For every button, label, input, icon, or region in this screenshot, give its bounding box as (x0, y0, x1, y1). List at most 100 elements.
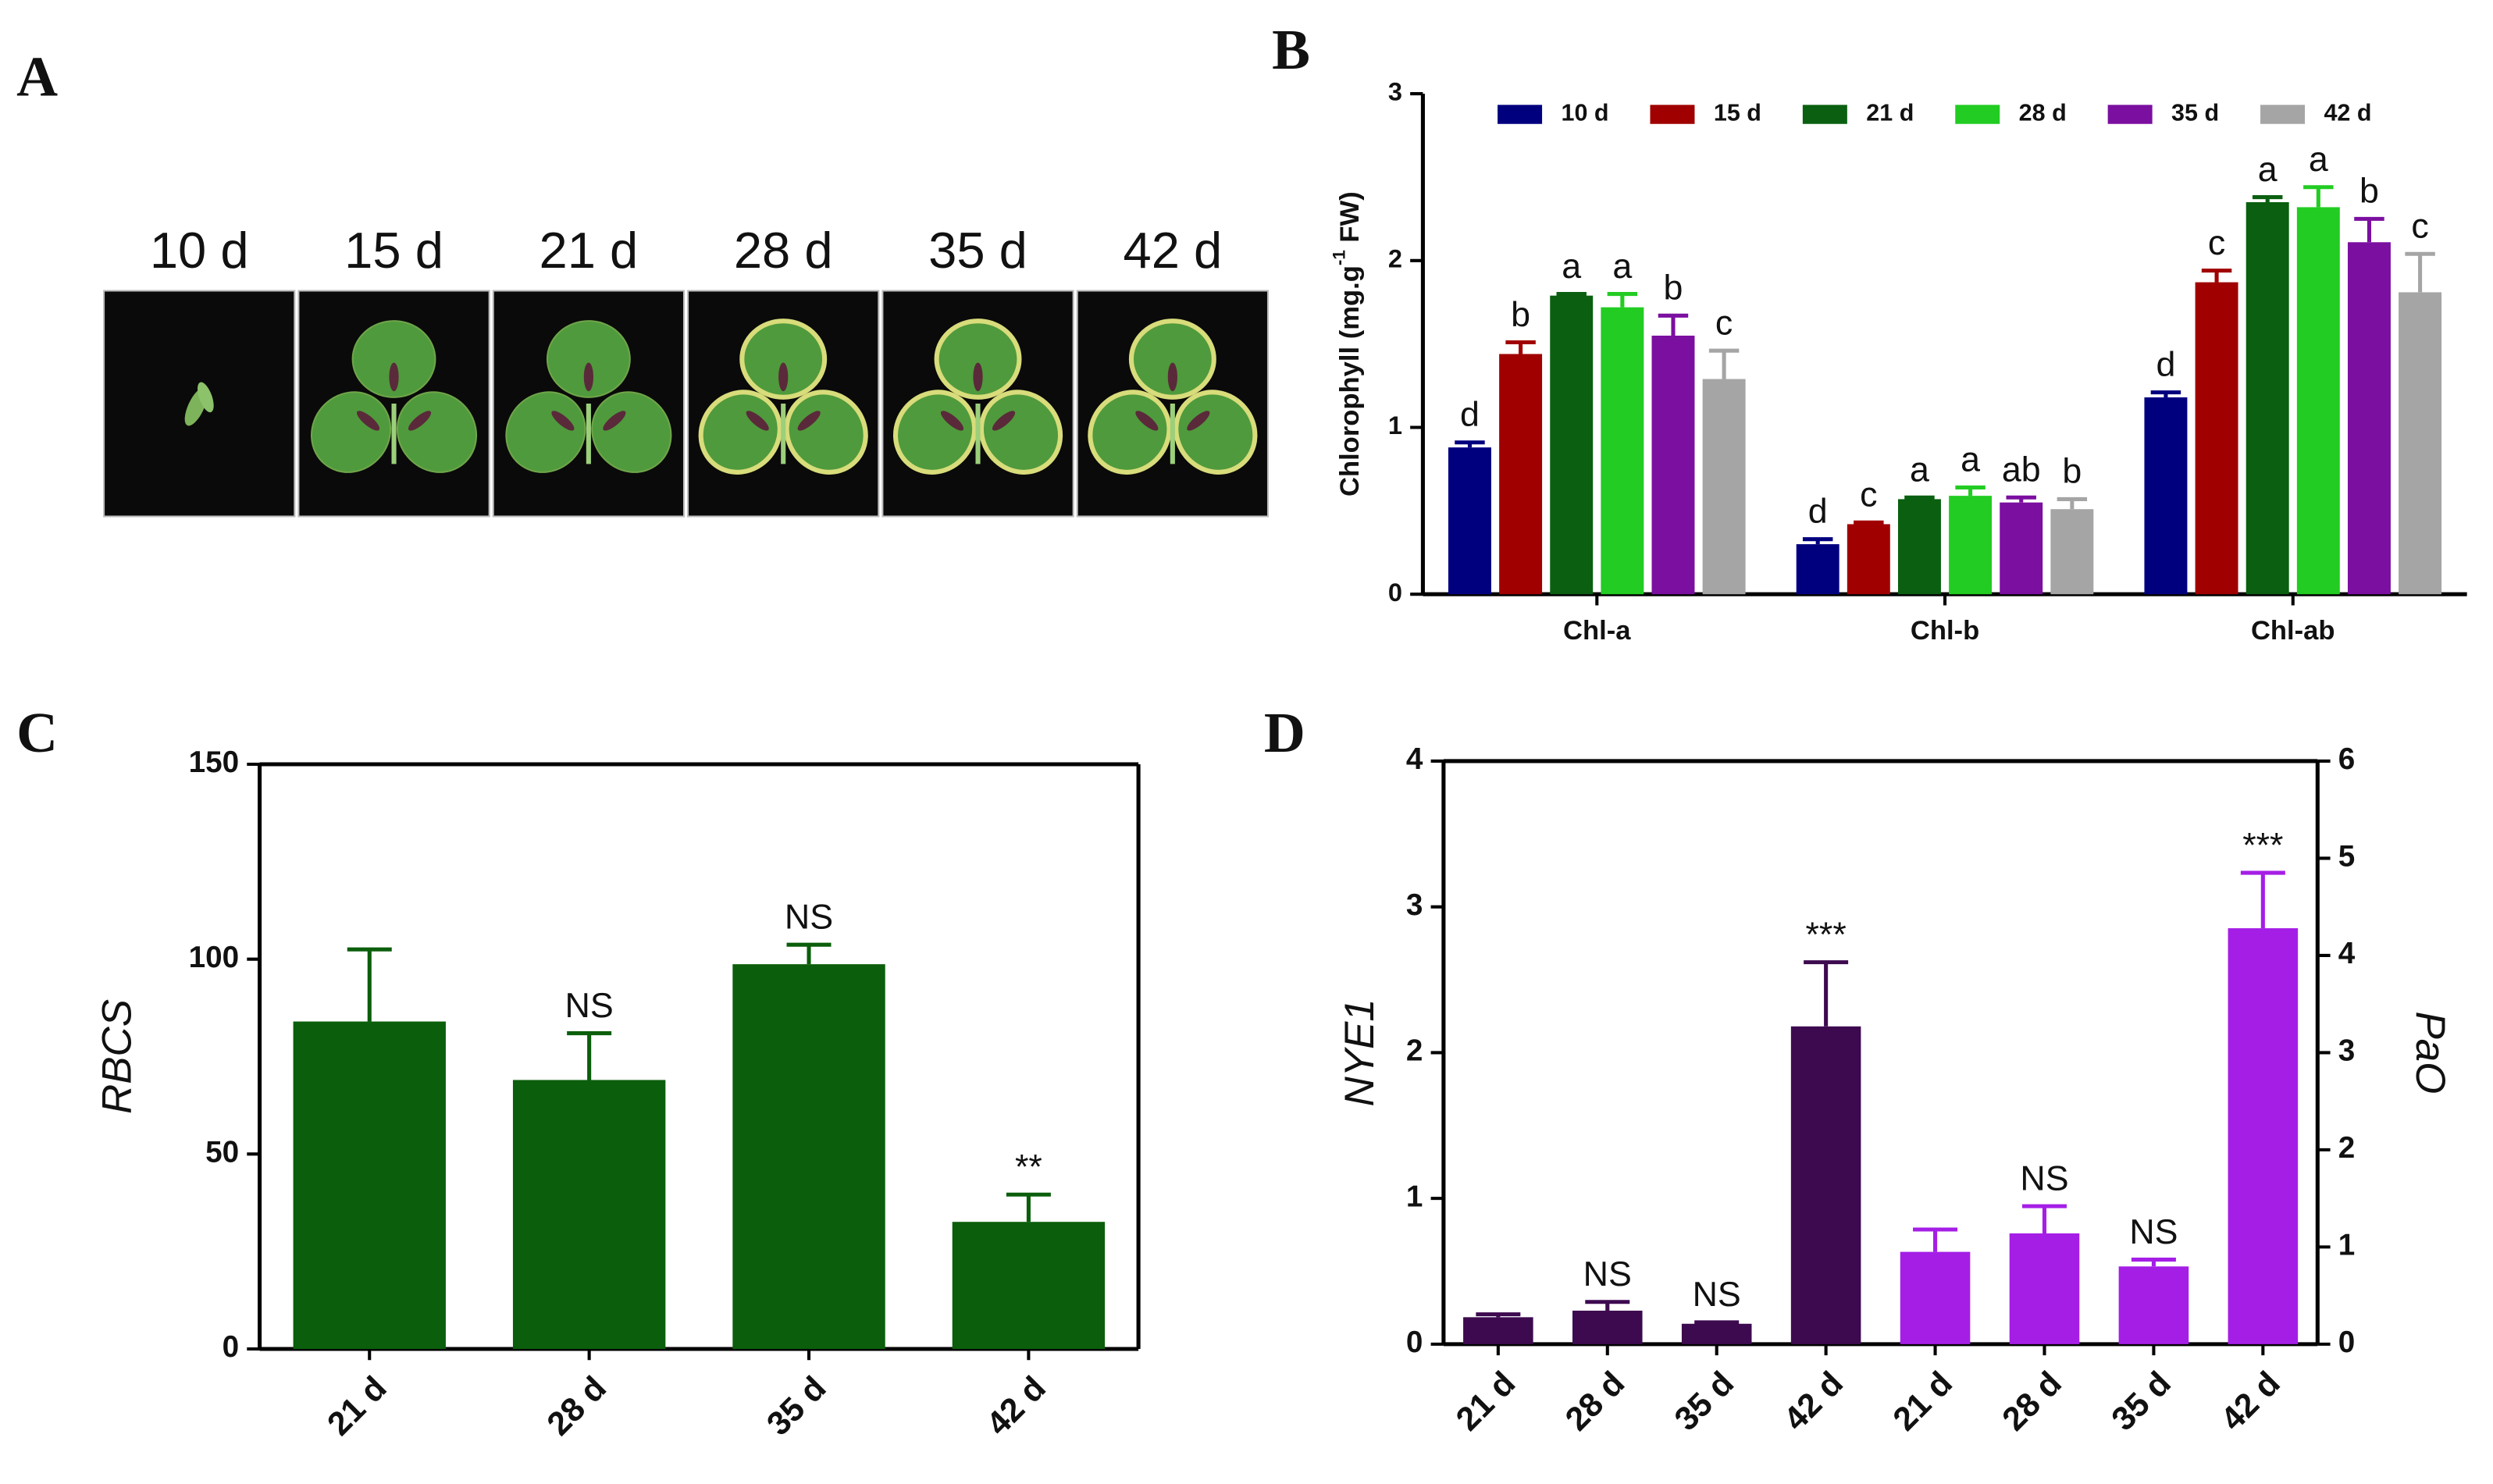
error-bar (1607, 291, 1638, 308)
bar (1463, 1317, 1533, 1344)
leaflet (546, 320, 631, 398)
y-tick-label: 100 (189, 941, 239, 974)
bar (1897, 499, 1941, 595)
significance-label: b (1511, 295, 1530, 334)
bar (2347, 242, 2391, 595)
significance-label: ** (1015, 1148, 1042, 1187)
bar (2228, 928, 2299, 1344)
legend-label: 21 d (1866, 100, 1914, 126)
error-bar (2022, 1204, 2067, 1233)
error-bar (1455, 440, 1485, 448)
error-bar (1505, 340, 1536, 354)
photo-label: 21 d (539, 222, 638, 279)
y-tick-label: 0 (223, 1330, 240, 1364)
y-axis-label-text: RBCS (94, 999, 140, 1114)
leaflet (978, 390, 1063, 475)
significance-label: c (2208, 223, 2225, 262)
error-bar (2354, 216, 2384, 243)
y-axis-label: NYE1 (1337, 998, 1383, 1106)
error-bar (1802, 537, 1833, 545)
x-tick-label: Chl-b (1911, 616, 1979, 646)
legend-swatch (2107, 105, 2153, 124)
y-axis-label: RBCS (94, 999, 140, 1114)
y-axis-label-sup: -1 (1329, 250, 1348, 265)
bar (1847, 524, 1890, 595)
significance-label: c (1860, 475, 1877, 514)
leaf-mark (992, 411, 1016, 431)
significance-label: *** (2242, 825, 2283, 864)
bar (1900, 1251, 1971, 1344)
y-tick-label: 2 (1406, 1034, 1423, 1068)
error-bar (1904, 495, 1935, 500)
significance-label: a (1612, 247, 1632, 286)
y-axis-label-text: Chlorophyll (mg.g (1335, 265, 1365, 496)
photo-label: 15 d (344, 222, 443, 279)
leaflet (311, 391, 392, 473)
error-bar (2405, 251, 2435, 293)
bar (1550, 295, 1594, 595)
significance-label: c (1715, 303, 1733, 342)
error-bar (2252, 195, 2283, 202)
bar (2118, 1266, 2189, 1344)
leaf-mark (973, 362, 983, 392)
y-tick-label: 4 (1406, 742, 1423, 776)
significance-label: *** (1806, 915, 1847, 954)
significance-label: c (2411, 207, 2428, 246)
significance-label: NS (1583, 1254, 1632, 1294)
y2-tick-label: 1 (2338, 1229, 2356, 1262)
y2-tick-label: 2 (2338, 1131, 2356, 1165)
legend-swatch (1955, 105, 2000, 124)
error-bar (1006, 1192, 1051, 1222)
legend-label: 10 d (1561, 100, 1608, 126)
error-bar (2131, 1258, 2176, 1267)
leaf-mark (603, 411, 626, 431)
error-bar (567, 1030, 612, 1080)
leaflet (934, 319, 1022, 400)
error-bar (786, 942, 832, 965)
y-tick-label: 1 (1406, 1180, 1423, 1213)
error-bar (2006, 495, 2036, 503)
significance-label: NS (785, 897, 833, 936)
significance-label: a (1562, 247, 1581, 286)
photo-label: 42 d (1123, 222, 1222, 279)
leaf-mark (551, 411, 575, 431)
bar (952, 1222, 1106, 1349)
y2-tick-label: 4 (2338, 937, 2356, 970)
leaf-mark (583, 362, 593, 392)
error-bar (1476, 1312, 1521, 1318)
legend-label: 35 d (2171, 100, 2219, 126)
significance-label: NS (2020, 1158, 2068, 1198)
bar (1499, 354, 1543, 595)
bar (2296, 207, 2340, 595)
leaf-mark (408, 411, 432, 431)
bar (1572, 1310, 1643, 1344)
leaf-mark (389, 362, 399, 392)
significance-label: ab (2002, 450, 2041, 489)
significance-label: d (2156, 345, 2175, 384)
y-tick-label: 2 (1388, 244, 1402, 272)
error-bar (1708, 348, 1740, 379)
y2-axis-label: PaO (2407, 1011, 2453, 1094)
y-axis-label-suffix: FW) (1335, 191, 1365, 250)
bar (1790, 1026, 1861, 1344)
error-bar (1955, 485, 1985, 496)
y2-tick-label: 6 (2338, 742, 2356, 776)
y-tick-label: 50 (205, 1136, 239, 1169)
sprout (198, 382, 214, 413)
y-tick-label: 0 (1406, 1326, 1423, 1359)
error-bar (1556, 291, 1587, 297)
bar (2195, 282, 2238, 595)
significance-label: NS (565, 986, 614, 1025)
leaflet (1173, 390, 1258, 475)
y-tick-label: 3 (1406, 888, 1423, 922)
bar (2050, 509, 2094, 595)
leaf-mark (357, 411, 380, 431)
legend-swatch (1498, 105, 1543, 124)
photo-label: 28 d (734, 222, 833, 279)
significance-label: d (1808, 492, 1828, 531)
x-tick-label: Chl-a (1563, 616, 1631, 646)
error-bar (347, 947, 392, 1022)
significance-label: b (2359, 172, 2379, 211)
error-bar (1585, 1300, 1630, 1311)
